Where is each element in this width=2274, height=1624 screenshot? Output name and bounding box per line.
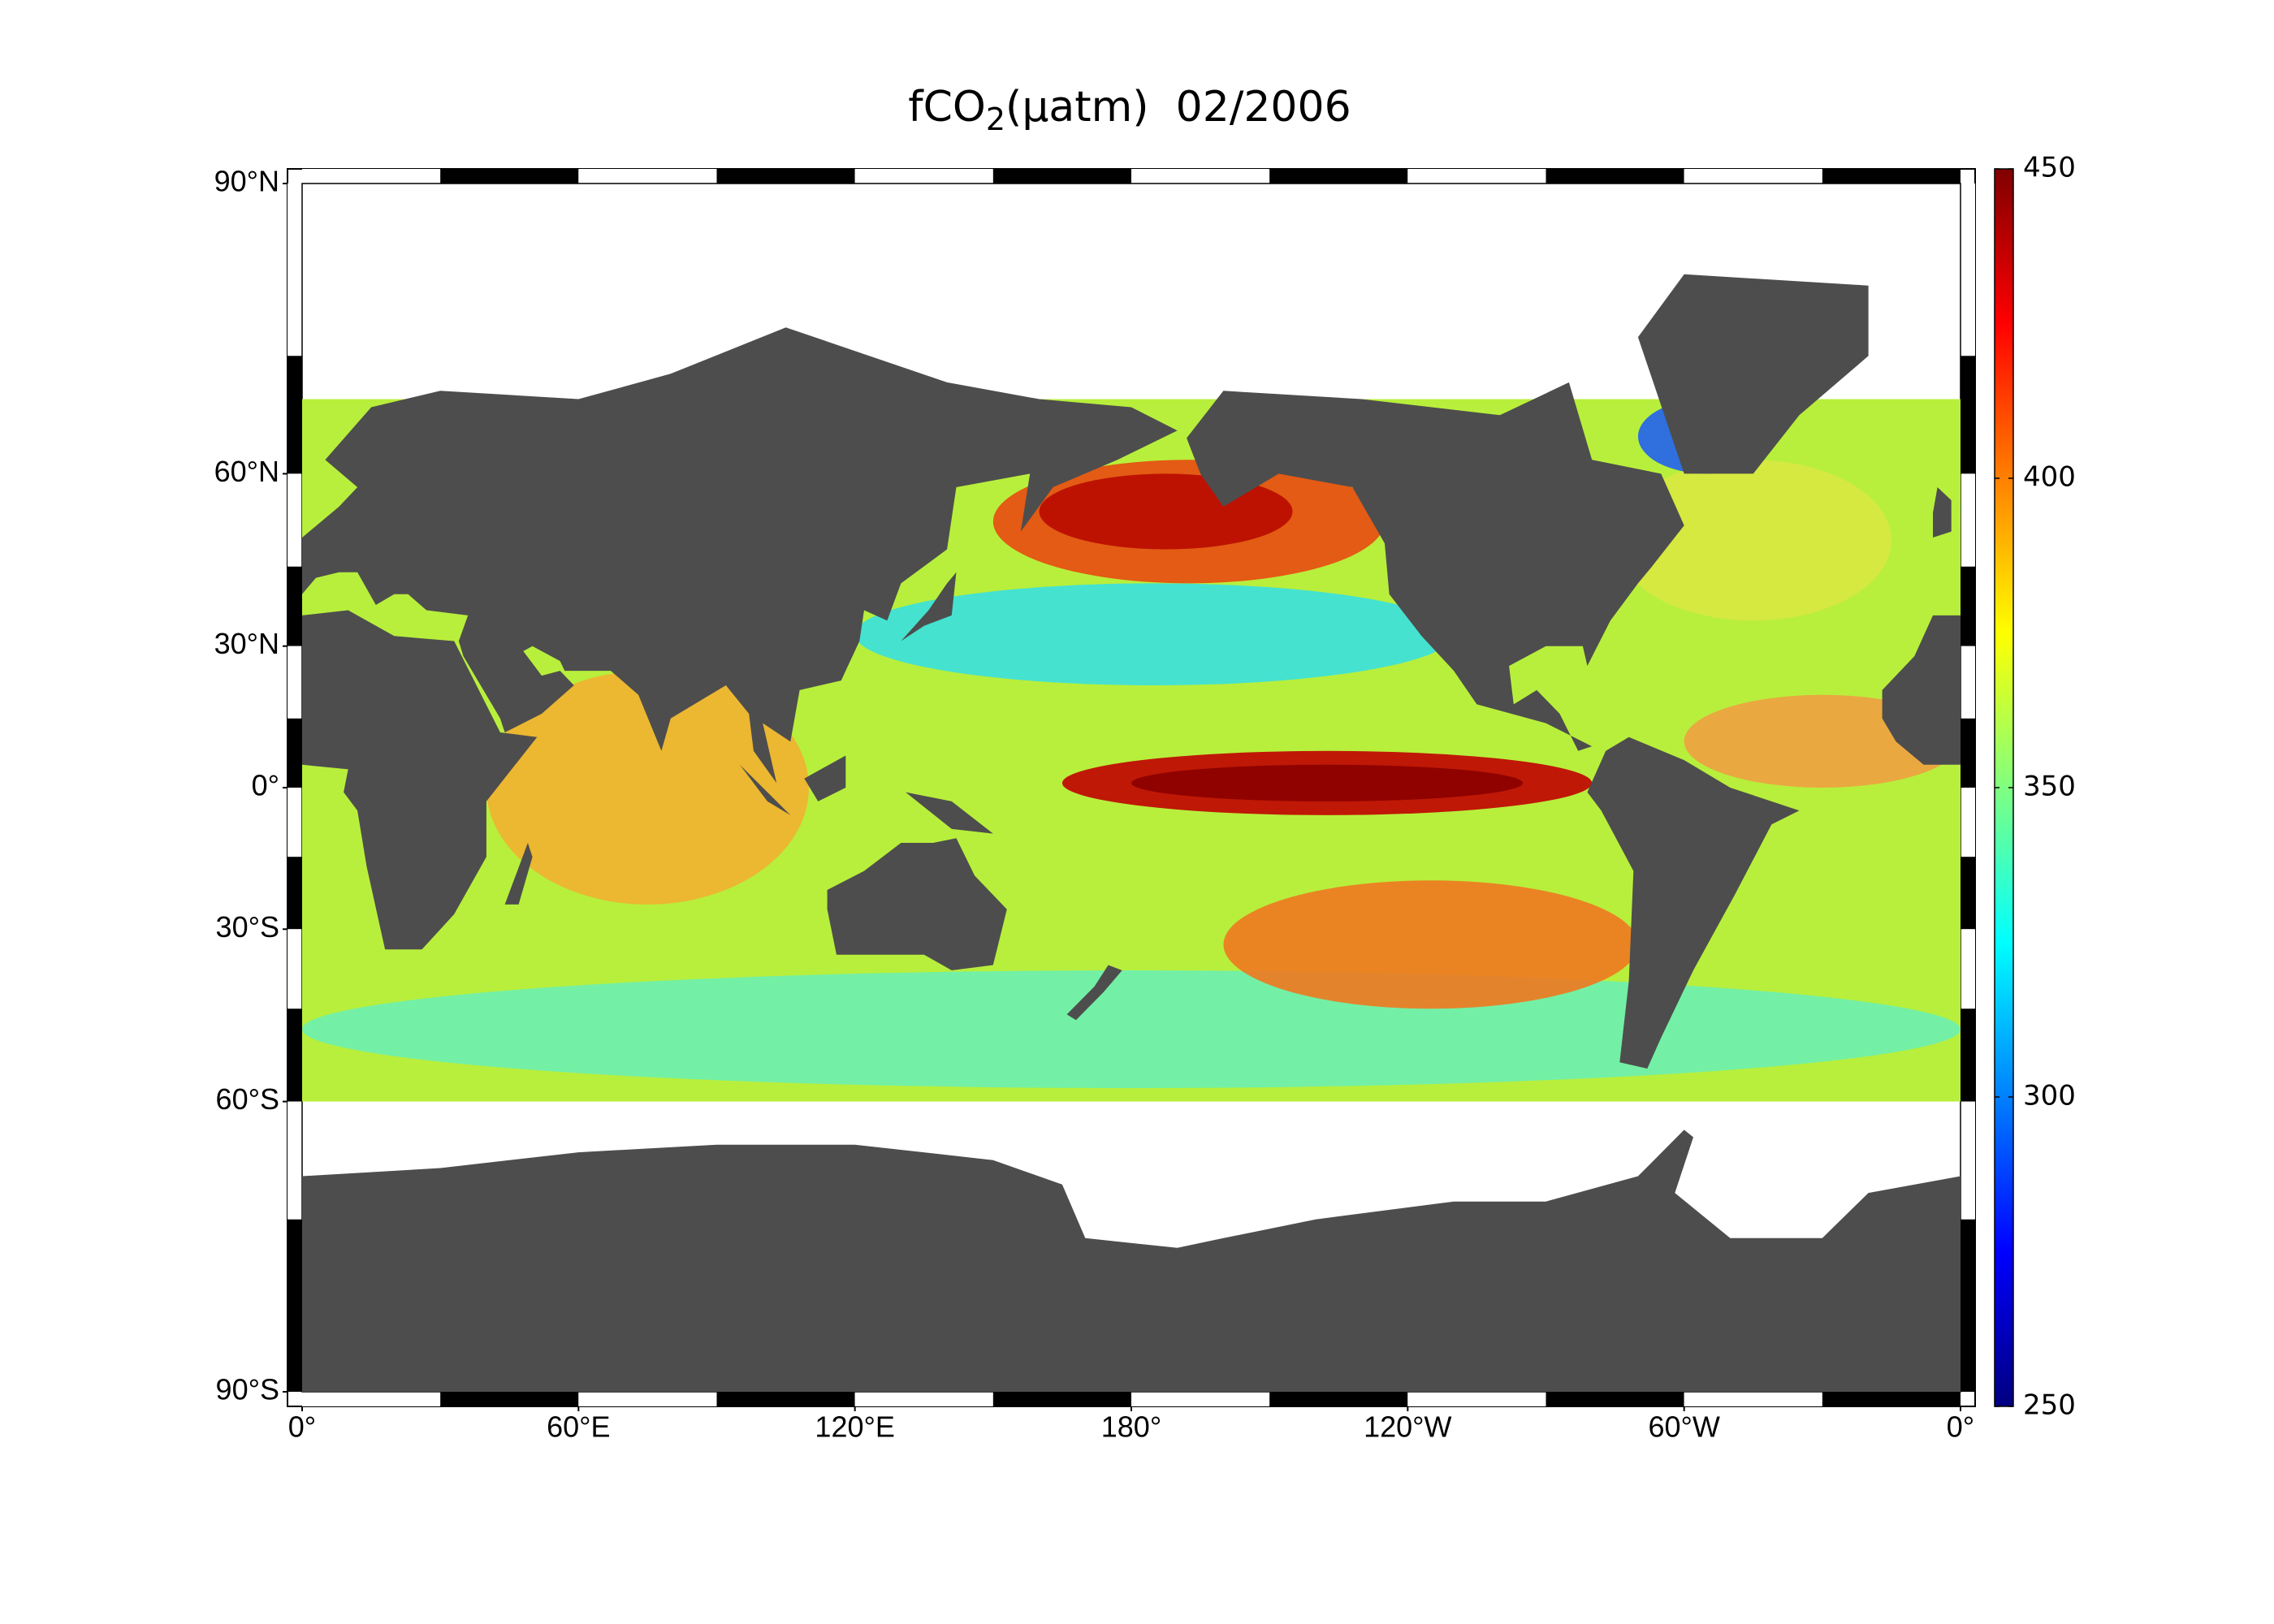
field-patch	[1223, 880, 1638, 1009]
frame-segment	[992, 1392, 1131, 1406]
land	[901, 572, 957, 641]
field-patch	[1131, 764, 1524, 801]
colorbar: 250 300 350 400 450	[1994, 152, 2076, 1422]
frame-segment	[1961, 1101, 1975, 1220]
lon-tick-label: 180°	[1101, 1410, 1161, 1444]
frame-segment	[1684, 169, 1822, 184]
frame-segment	[1961, 356, 1975, 474]
frame-segment	[1131, 169, 1270, 184]
frame-segment	[578, 1392, 717, 1406]
frame-segment	[287, 718, 302, 788]
frame-segment	[1131, 1392, 1270, 1406]
land	[302, 1129, 1961, 1392]
frame-segment	[287, 1009, 302, 1102]
frame-segment	[287, 857, 302, 930]
frame-segment	[1961, 1219, 1975, 1392]
frame-segment	[287, 1219, 302, 1392]
land	[906, 792, 993, 834]
map-axes: 90°N 60°N 30°N 0° 30°S 60°S 90°S 0° 60°E 120°E 180…	[214, 165, 1975, 1444]
land	[1066, 965, 1122, 1021]
frame-segment	[287, 184, 302, 356]
frame-segment	[287, 788, 302, 857]
colorbar-tick-label: 400	[2023, 461, 2076, 494]
frame-segment	[440, 1392, 579, 1406]
lon-tick-label: 0°	[1947, 1410, 1974, 1444]
frame-segment	[1961, 566, 1975, 646]
chart-title: fCO2(µatm) 02/2006	[908, 83, 1351, 137]
frame-segment	[1961, 788, 1975, 857]
land	[827, 838, 1007, 970]
lon-tick-label: 120°W	[1364, 1410, 1451, 1444]
frame-segment	[1546, 169, 1684, 184]
frame-segment	[1822, 1392, 1961, 1406]
frame-segment	[1269, 169, 1408, 184]
lon-tick-label: 0°	[288, 1410, 316, 1444]
frame-segment	[1546, 1392, 1684, 1406]
frame-segment	[1961, 929, 1975, 1009]
land	[504, 843, 533, 905]
field-patch	[854, 583, 1455, 685]
frame-segment	[287, 566, 302, 646]
frame-segment	[287, 356, 302, 474]
frame-segment	[287, 646, 302, 719]
lat-tick-label: 60°S	[216, 1082, 279, 1116]
field-patch	[486, 671, 809, 905]
frame-segment	[1961, 857, 1975, 930]
frame-segment	[287, 929, 302, 1009]
frame-segment	[287, 473, 302, 567]
title-main: fCO	[908, 83, 986, 132]
frame-segment	[1407, 169, 1546, 184]
land	[302, 610, 538, 950]
frame-segment	[302, 1392, 441, 1406]
lon-tick-label: 120°E	[815, 1410, 894, 1444]
lon-tick-label: 60°E	[547, 1410, 610, 1444]
land	[1637, 274, 1869, 474]
frame-segment	[1961, 646, 1975, 719]
frame-segment	[1961, 473, 1975, 567]
frame-segment	[854, 1392, 993, 1406]
land	[1187, 382, 1684, 751]
lat-tick-label: 90°S	[216, 1373, 279, 1406]
frame-segment	[992, 169, 1131, 184]
frame-segment	[854, 169, 993, 184]
title-subscript: 2	[986, 102, 1005, 137]
colorbar-tick-label: 350	[2023, 771, 2076, 803]
lon-tick-label: 60°W	[1648, 1410, 1719, 1444]
lat-tick-label: 30°S	[216, 910, 279, 944]
frame-segment	[1407, 1392, 1546, 1406]
frame-segment	[1822, 169, 1961, 184]
frame-segment	[1684, 1392, 1822, 1406]
land	[302, 327, 1178, 784]
lat-tick-label: 60°N	[214, 455, 279, 488]
frame-segment	[716, 169, 855, 184]
map-field	[302, 274, 1961, 1392]
colorbar-tick-label: 250	[2023, 1389, 2076, 1422]
frame-segment	[1961, 718, 1975, 788]
land	[1933, 487, 1952, 538]
lat-tick-label: 90°N	[214, 165, 279, 198]
frame-segment	[1961, 184, 1975, 356]
frame-segment	[440, 169, 579, 184]
land	[739, 764, 791, 815]
field-patch	[1615, 460, 1891, 621]
lat-tick-label: 30°N	[214, 627, 279, 660]
frame-segment	[302, 169, 441, 184]
frame-segment	[578, 169, 717, 184]
frame-segment	[1269, 1392, 1408, 1406]
land	[804, 755, 846, 801]
colorbar-tick-label: 300	[2023, 1080, 2076, 1112]
field-patch	[302, 970, 1961, 1088]
title-rest: (µatm) 02/2006	[1005, 83, 1351, 132]
land	[1587, 736, 1800, 1069]
colorbar-tick-label: 450	[2023, 152, 2076, 184]
frame-segment	[1961, 1009, 1975, 1102]
frame-segment	[716, 1392, 855, 1406]
frame-segment	[287, 1101, 302, 1220]
land	[1882, 615, 1961, 765]
lat-tick-label: 0°	[252, 769, 279, 802]
